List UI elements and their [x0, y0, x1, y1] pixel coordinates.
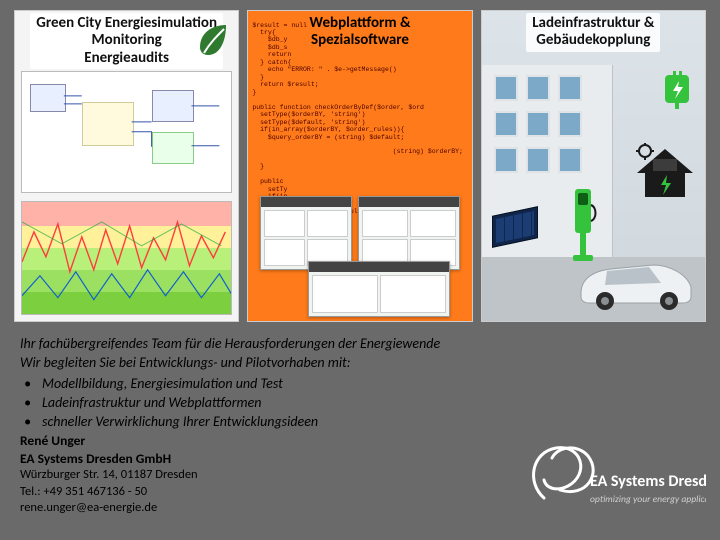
card2-title: Webplattform &Spezialsoftware	[303, 13, 416, 52]
house-solar-icon	[633, 143, 697, 203]
tagline-1: Ihr fachübergreifendes Team für die Hera…	[20, 335, 510, 354]
chart-lines-icon	[22, 202, 231, 314]
contact-mail: rene.unger@ea-energie.de	[20, 500, 198, 516]
panel	[264, 239, 305, 266]
bullet-item: Modellbildung, Energiesimulation und Tes…	[42, 375, 510, 394]
window-icon	[526, 75, 550, 101]
dashboard-screenshot	[358, 196, 460, 270]
contact-name: René Unger	[20, 432, 198, 450]
logo-name: EA Systems Dresden	[590, 472, 706, 491]
card-webplatform: $result = null try{ $db_y $db_s return }…	[247, 10, 472, 322]
tagline-2: Wir begleiten Sie bei Entwicklungs- und …	[20, 354, 510, 373]
company-logo: EA Systems Dresden optimizing your energ…	[516, 428, 706, 528]
window-titlebar	[261, 197, 351, 207]
bullet-item: Ladeinfrastruktur und Webplattformen	[42, 394, 510, 413]
slide: Green City EnergiesimulationMonitoringEn…	[0, 0, 720, 540]
window-body	[309, 272, 449, 316]
window-icon	[558, 147, 582, 173]
window-icon	[526, 147, 550, 173]
ev-plug-icon	[657, 71, 697, 111]
panel	[362, 210, 408, 237]
bullet-list: Modellbildung, Energiesimulation und Tes…	[20, 375, 510, 432]
window-body	[359, 207, 459, 269]
window-body	[261, 207, 351, 269]
dashboard-screenshot	[260, 196, 352, 270]
panel	[410, 210, 456, 237]
contact-tel: Tel.: +49 351 467136 - 50	[20, 484, 198, 500]
block-diagram	[21, 71, 232, 193]
contact-block: René Unger EA Systems Dresden GmbH Würzb…	[20, 432, 198, 516]
panel	[312, 275, 378, 313]
window-titlebar	[359, 197, 459, 207]
panel	[307, 210, 348, 237]
leaf-icon	[192, 19, 232, 59]
bullet-item: schneller Verwirklichung Ihrer Entwicklu…	[42, 413, 510, 432]
card2-title-wrap: Webplattform &Spezialsoftware	[252, 13, 467, 52]
dashboard-screenshot	[308, 261, 450, 317]
window-icon	[526, 111, 550, 137]
panel	[264, 210, 305, 237]
card3-title-wrap: Ladeinfrastruktur &Gebäudekopplung	[486, 13, 701, 52]
window-titlebar	[309, 262, 449, 272]
ev-car-icon	[575, 251, 695, 313]
panel	[380, 275, 446, 313]
cards-row: Green City EnergiesimulationMonitoringEn…	[14, 10, 706, 322]
window-icon	[494, 147, 518, 173]
window-icon	[558, 111, 582, 137]
window-icon	[494, 111, 518, 137]
body-text: Ihr fachübergreifendes Team für die Hera…	[20, 335, 510, 431]
contact-address: Würzburger Str. 14, 01187 Dresden	[20, 467, 198, 483]
logo-tagline: optimizing your energy applications	[590, 493, 706, 505]
window-icon	[494, 75, 518, 101]
card-simulation: Green City EnergiesimulationMonitoringEn…	[14, 10, 239, 322]
window-icon	[558, 75, 582, 101]
timeseries-chart	[21, 201, 232, 315]
diagram-wires-icon	[22, 72, 231, 192]
card-charging: Ladeinfrastruktur &Gebäudekopplung	[481, 10, 706, 322]
card3-title: Ladeinfrastruktur &Gebäudekopplung	[526, 13, 660, 52]
contact-company: EA Systems Dresden GmbH	[20, 450, 198, 468]
